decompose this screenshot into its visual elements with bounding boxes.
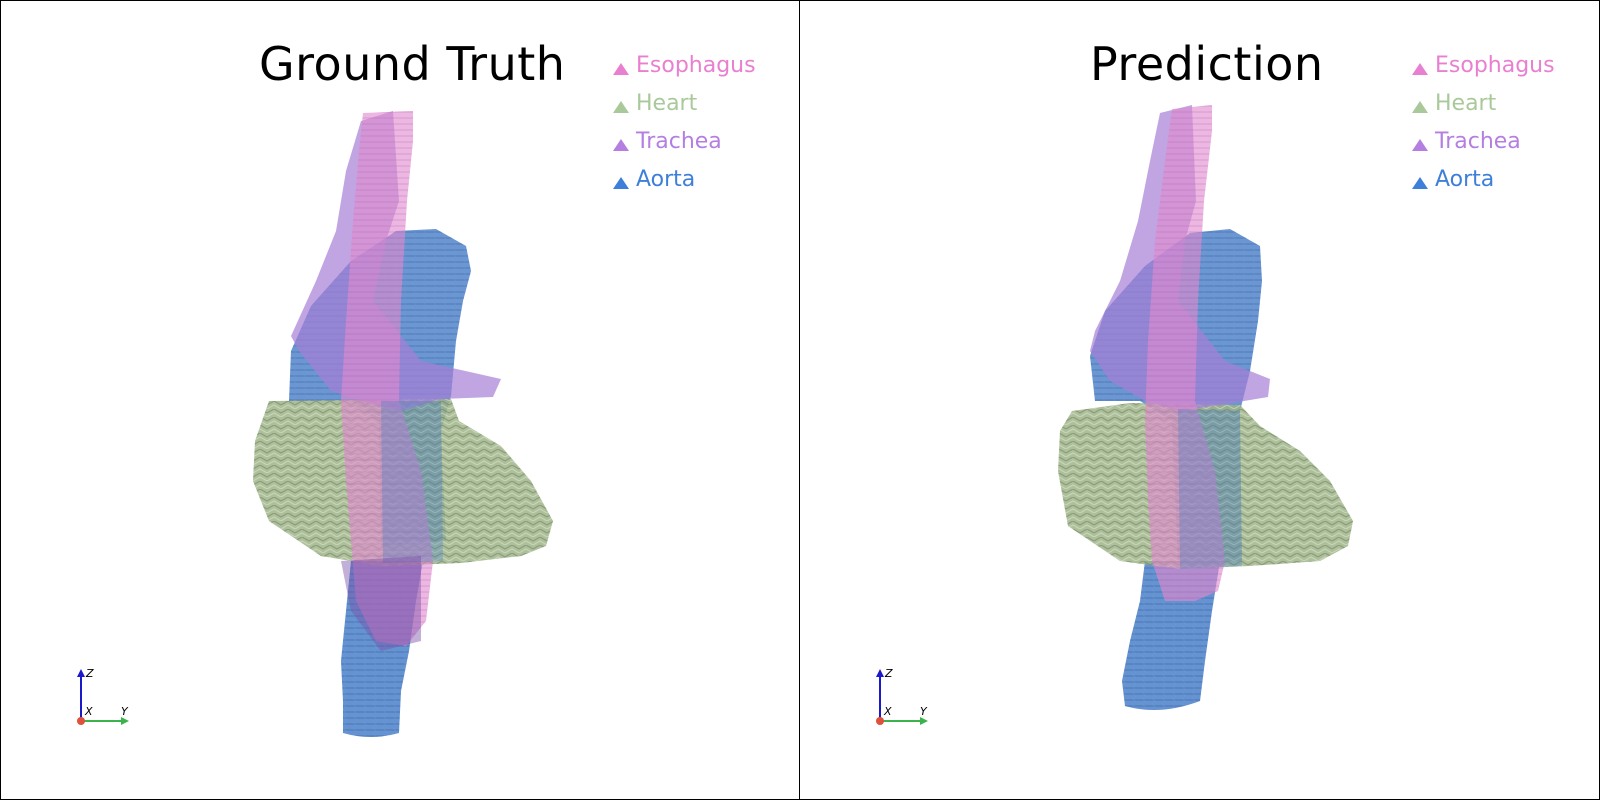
panel-title: Ground Truth [259,37,566,91]
axis-label-y: Y [121,705,129,718]
triangle-marker-icon [613,63,629,75]
prediction-panel: Prediction Esophagus Heart Trachea Aorta… [799,0,1600,800]
legend-label: Aorta [636,167,696,192]
triangle-marker-icon [1412,139,1428,151]
axis-label-z: Z [85,667,94,680]
legend-label: Heart [636,91,698,116]
legend-item-esophagus: Esophagus [613,47,756,85]
legend: Esophagus Heart Trachea Aorta [1412,47,1555,199]
legend-item-trachea: Trachea [1412,123,1555,161]
ground-truth-render [253,111,553,737]
legend-label: Esophagus [1435,53,1555,78]
triangle-marker-icon [1412,63,1428,75]
axis-label-x: X [84,705,93,718]
axis-label-x: X [883,705,892,718]
legend-item-aorta: Aorta [613,161,756,199]
orientation-axes-widget: Z X Y [876,667,928,725]
legend-item-esophagus: Esophagus [1412,47,1555,85]
axis-label-z: Z [884,667,893,680]
triangle-marker-icon [613,139,629,151]
legend: Esophagus Heart Trachea Aorta [613,47,756,199]
axis-label-y: Y [920,705,928,718]
legend-label: Trachea [1435,129,1521,154]
legend-item-heart: Heart [1412,85,1555,123]
prediction-render [1058,105,1353,710]
legend-item-trachea: Trachea [613,123,756,161]
legend-label: Aorta [1435,167,1495,192]
triangle-marker-icon [1412,101,1428,113]
legend-label: Heart [1435,91,1497,116]
panel-title: Prediction [1090,37,1324,91]
legend-label: Trachea [636,129,722,154]
orientation-axes-widget: Z X Y [77,667,129,725]
legend-item-heart: Heart [613,85,756,123]
ground-truth-panel: Ground Truth Esophagus Heart Trachea Aor… [0,0,800,800]
triangle-marker-icon [613,101,629,113]
legend-item-aorta: Aorta [1412,161,1555,199]
triangle-marker-icon [613,177,629,189]
trachea [291,111,501,411]
legend-label: Esophagus [636,53,756,78]
triangle-marker-icon [1412,177,1428,189]
